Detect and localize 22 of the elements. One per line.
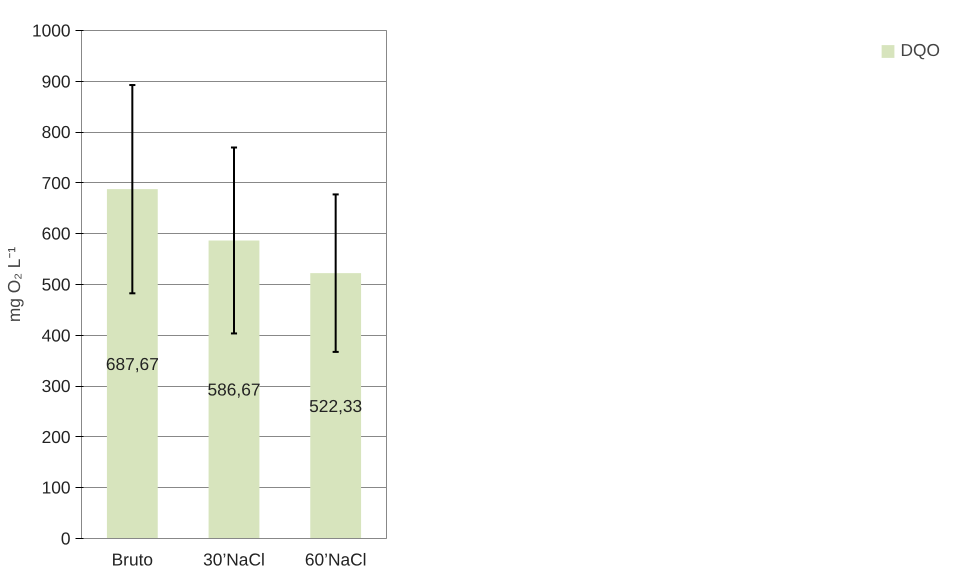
y-tick-label: 100 xyxy=(42,478,71,498)
y-tick-label: 600 xyxy=(42,224,71,244)
y-tick-label: 200 xyxy=(42,426,71,447)
data-label: 586,67 xyxy=(208,379,260,400)
legend-label: DQO xyxy=(900,40,940,61)
y-tick-label: 700 xyxy=(42,172,71,193)
y-tick-label: 900 xyxy=(42,71,71,92)
x-tick-label: 60’NaCl xyxy=(304,550,366,570)
data-label: 687,67 xyxy=(106,354,159,374)
y-axis-title: mg O₂ L⁻¹ xyxy=(4,246,24,322)
data-label: 522,33 xyxy=(309,396,362,416)
y-tick-label: 400 xyxy=(42,325,71,346)
y-tick-label: 1000 xyxy=(32,20,71,40)
x-tick-label: Bruto xyxy=(112,550,154,570)
x-tick-label: 30’NaCl xyxy=(203,550,265,570)
y-tick-label: 800 xyxy=(42,122,71,142)
bar xyxy=(310,273,362,538)
bar xyxy=(208,240,260,538)
y-tick-label: 0 xyxy=(60,528,71,548)
bar xyxy=(106,189,158,538)
y-tick-label: 300 xyxy=(42,376,71,396)
y-tick-label: 500 xyxy=(42,274,71,294)
